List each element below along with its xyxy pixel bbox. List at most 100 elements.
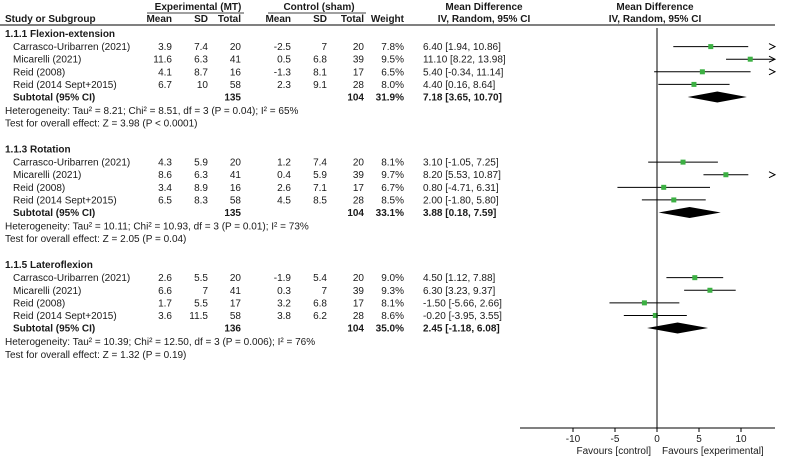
study-ctl-mean: -2.5 <box>274 42 292 53</box>
study-ctl-mean: 0.5 <box>277 55 291 66</box>
study-ctl-mean: 4.5 <box>277 195 291 206</box>
point-estimate-marker <box>707 287 713 293</box>
point-estimate-marker <box>641 300 647 306</box>
x-axis-tick-label: -10 <box>566 434 581 445</box>
exp-mean-header: Mean <box>146 14 172 25</box>
study-ctl-mean: 1.2 <box>277 158 291 169</box>
point-estimate-marker <box>699 69 705 75</box>
study-ctl-sd: 5.4 <box>313 273 327 284</box>
study-exp-sd: 6.3 <box>194 170 208 181</box>
table-header: Experimental (MT) Control (sham) Mean Di… <box>0 2 775 26</box>
heterogeneity-stats: Heterogeneity: Tau² = 10.11; Chi² = 10.9… <box>5 222 309 233</box>
study-name: Reid (2008) <box>13 183 65 194</box>
study-exp-total: 58 <box>230 80 242 91</box>
x-axis: -10 -5 0 5 10 Favours [control] Favours [exper… <box>520 28 775 457</box>
study-ctl-total: 39 <box>353 170 365 181</box>
study-ctl-sd: 7 <box>321 286 327 297</box>
study-ctl-sd: 6.8 <box>313 55 327 66</box>
study-ctl-total: 17 <box>353 298 365 309</box>
study-exp-sd: 8.9 <box>194 183 208 194</box>
favours-experimental-label: Favours [experimental] <box>662 446 764 457</box>
study-exp-total: 16 <box>230 183 242 194</box>
exp-sd-header: SD <box>194 14 208 25</box>
study-ctl-sd: 6.8 <box>313 298 327 309</box>
overall-effect-test: Test for overall effect: Z = 1.32 (P = 0… <box>5 350 186 361</box>
study-weight: 8.1% <box>381 298 404 309</box>
study-ctl-sd: 8.5 <box>313 195 327 206</box>
ctl-mean-header: Mean <box>265 14 291 25</box>
subtotal-diamond <box>687 91 747 103</box>
study-weight: 8.1% <box>381 158 404 169</box>
study-ctl-total: 28 <box>353 311 365 322</box>
study-exp-total: 20 <box>230 158 242 169</box>
point-estimate-marker <box>661 184 667 190</box>
study-exp-total: 41 <box>230 55 242 66</box>
study-md-ci-text: 0.80 [-4.71, 6.31] <box>423 183 499 194</box>
study-weight: 8.0% <box>381 80 404 91</box>
subgroup-title: 1.1.1 Flexion-extension <box>5 29 115 40</box>
point-estimate-marker <box>652 312 658 318</box>
study-weight: 9.3% <box>381 286 404 297</box>
ci-truncation-arrow <box>768 171 777 179</box>
study-exp-total: 41 <box>230 170 242 181</box>
study-name: Reid (2014 Sept+2015) <box>13 195 117 206</box>
x-axis-tick-label: 5 <box>696 434 702 445</box>
study-ctl-sd: 5.9 <box>313 170 327 181</box>
ctl-total-header: Total <box>341 14 364 25</box>
study-exp-sd: 10 <box>197 80 209 91</box>
weight-header: Weight <box>371 14 405 25</box>
study-name: Reid (2008) <box>13 298 65 309</box>
study-name: Reid (2014 Sept+2015) <box>13 311 117 322</box>
md-column-title: Mean Difference <box>445 2 523 13</box>
subgroup-title: 1.1.5 Lateroflexion <box>5 260 93 271</box>
study-md-ci-text: -0.20 [-3.95, 3.55] <box>423 311 502 322</box>
x-axis-tick-label: 0 <box>654 434 660 445</box>
plot-column-method: IV, Random, 95% CI <box>609 14 702 25</box>
subtotal-diamond <box>658 207 721 219</box>
subtotal-md-ci-text: 3.88 [0.18, 7.59] <box>423 208 496 219</box>
study-exp-sd: 6.3 <box>194 55 208 66</box>
study-exp-mean: 11.6 <box>153 55 172 66</box>
control-group-header: Control (sham) <box>283 2 354 13</box>
study-ctl-sd: 7.4 <box>313 158 327 169</box>
point-estimate-marker <box>671 197 677 203</box>
study-ctl-mean: -1.3 <box>274 67 292 78</box>
study-md-ci-text: 4.40 [0.16, 8.64] <box>423 80 496 91</box>
study-ctl-total: 17 <box>353 67 365 78</box>
study-ctl-mean: 0.4 <box>277 170 291 181</box>
study-md-ci-text: -1.50 [-5.66, 2.66] <box>423 298 502 309</box>
point-estimate-marker <box>708 44 714 50</box>
study-md-ci-text: 6.30 [3.23, 9.37] <box>423 286 496 297</box>
study-weight: 9.7% <box>381 170 404 181</box>
study-exp-total: 16 <box>230 67 242 78</box>
subgroup-title: 1.1.3 Rotation <box>5 145 71 156</box>
study-weight: 8.6% <box>381 311 404 322</box>
ci-truncation-arrow <box>768 68 777 76</box>
study-md-ci-text: 5.40 [-0.34, 11.14] <box>423 67 504 78</box>
study-exp-sd: 5.9 <box>194 158 208 169</box>
study-exp-mean: 4.3 <box>158 158 172 169</box>
study-name: Reid (2008) <box>13 67 65 78</box>
heterogeneity-stats: Heterogeneity: Tau² = 10.39; Chi² = 12.5… <box>5 337 315 348</box>
favours-control-label: Favours [control] <box>577 446 652 457</box>
study-ctl-total: 39 <box>353 55 365 66</box>
study-ctl-mean: -1.9 <box>274 273 292 284</box>
exp-total-header: Total <box>218 14 241 25</box>
subtotal-exp-total: 135 <box>224 93 241 104</box>
study-md-ci-text: 2.00 [-1.80, 5.80] <box>423 195 499 206</box>
study-md-ci-text: 3.10 [-1.05, 7.25] <box>423 158 499 169</box>
subtotal-label: Subtotal (95% CI) <box>13 208 95 219</box>
point-estimate-marker <box>723 172 729 178</box>
study-ctl-total: 20 <box>353 42 365 53</box>
experimental-group-header: Experimental (MT) <box>155 2 242 13</box>
study-name: Carrasco-Uribarren (2021) <box>13 158 130 169</box>
overall-effect-test: Test for overall effect: Z = 3.98 (P < 0… <box>5 119 198 130</box>
subtotal-weight: 33.1% <box>376 208 404 219</box>
study-exp-total: 20 <box>230 42 242 53</box>
study-exp-sd: 11.5 <box>189 311 208 322</box>
study-ctl-mean: 0.3 <box>277 286 291 297</box>
study-exp-mean: 1.7 <box>158 298 172 309</box>
study-name: Micarelli (2021) <box>13 286 81 297</box>
point-estimate-marker <box>691 81 697 87</box>
